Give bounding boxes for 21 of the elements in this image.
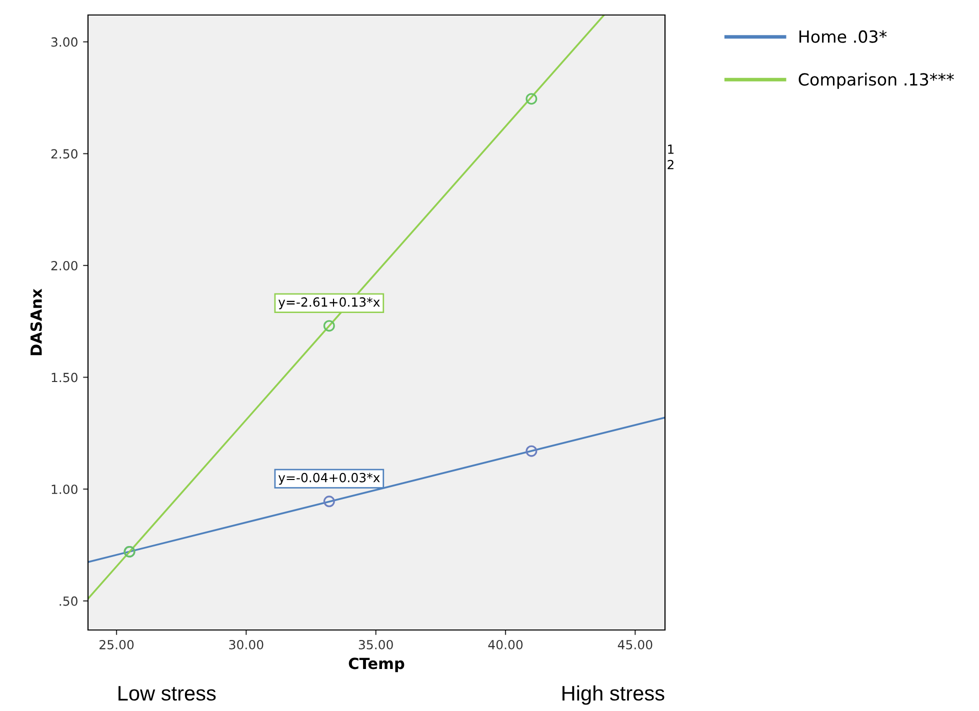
annotation: y=-2.61+0.13*x — [278, 297, 380, 310]
x-tick-label: 25.00 — [100, 640, 134, 650]
y-tick-label: .50 — [60, 596, 78, 606]
text: Low stress — [118, 686, 216, 701]
x-tick-label: 35.00 — [358, 640, 393, 650]
x-tick-label: 40.00 — [488, 640, 523, 650]
annotation: y=-0.04+0.03*x — [278, 472, 380, 485]
text: High stress — [562, 685, 664, 705]
x-axis-title: CTemp — [348, 658, 404, 672]
text: 1 — [668, 144, 674, 154]
y-tick-label: 1.00 — [52, 484, 78, 494]
y-tick-label: 3.00 — [51, 37, 78, 47]
text: 2 — [668, 160, 674, 170]
x-tick-label: 30.00 — [229, 640, 264, 650]
y-tick-label: 2.50 — [51, 149, 78, 159]
legend-label: Comparison .13*** — [798, 72, 954, 89]
y-axis-title: DASAnx — [30, 288, 42, 356]
x-tick-label: 45.00 — [618, 640, 652, 650]
y-tick-label: 1.50 — [52, 372, 78, 382]
y-tick-label: 2.00 — [51, 260, 78, 270]
legend-label: Home .03* — [799, 30, 887, 43]
